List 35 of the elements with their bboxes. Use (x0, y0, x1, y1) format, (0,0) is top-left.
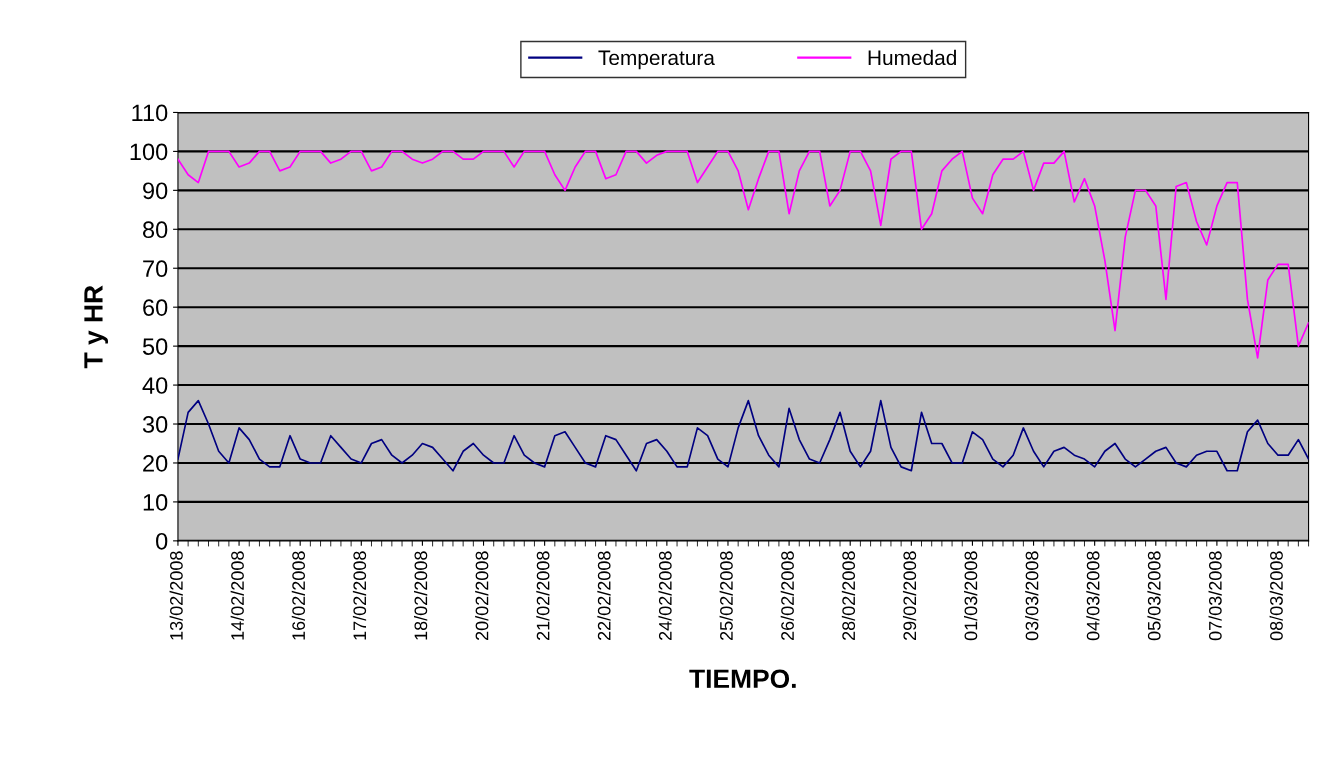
y-tick-label: 100 (130, 143, 168, 161)
x-tick-label: 29/02/2008 (902, 551, 917, 641)
x-tick-label: 24/02/2008 (658, 551, 672, 641)
y-axis-title: T y HR (84, 285, 109, 369)
x-tick-label: 28/02/2008 (841, 551, 856, 641)
x-tick-label: 01/03/2008 (964, 551, 978, 641)
y-tick-label: 60 (143, 299, 168, 316)
y-tick-label: 50 (142, 338, 168, 355)
legend-label: Humedad (868, 49, 956, 66)
x-tick-label: 18/02/2008 (413, 551, 428, 640)
x-tick-label: 16/02/2008 (291, 551, 306, 640)
legend-label: Temperatura (598, 50, 715, 70)
x-tick-label: 05/03/2008 (1147, 551, 1161, 641)
y-tick-label: 0 (156, 532, 168, 550)
x-tick-label: 22/02/2008 (597, 551, 611, 641)
x-tick-label: 03/03/2008 (1025, 551, 1039, 641)
x-tick-label: 21/02/2008 (536, 551, 550, 641)
y-tick-label: 90 (143, 182, 168, 200)
y-tick-label: 10 (143, 493, 168, 511)
y-tick-label: 30 (142, 416, 168, 433)
x-tick-label: 14/02/2008 (230, 551, 244, 640)
y-tick-label: 40 (142, 377, 168, 394)
x-tick-label: 07/03/2008 (1208, 551, 1222, 641)
x-tick-label: 17/02/2008 (352, 551, 367, 640)
x-tick-label: 26/02/2008 (780, 551, 794, 641)
x-tick-label: 20/02/2008 (475, 551, 489, 641)
x-tick-label: 13/02/2008 (169, 551, 183, 640)
y-tick-label: 70 (143, 260, 168, 278)
y-tick-label: 110 (132, 104, 168, 122)
y-tick-label: 20 (143, 455, 168, 472)
y-tick-label: 80 (143, 221, 168, 239)
x-tick-label: 25/02/2008 (719, 551, 733, 641)
x-tick-label: 08/03/2008 (1269, 551, 1283, 641)
x-tick-label: 04/03/2008 (1086, 551, 1100, 641)
x-axis-title: TIEMPO. (689, 669, 796, 689)
